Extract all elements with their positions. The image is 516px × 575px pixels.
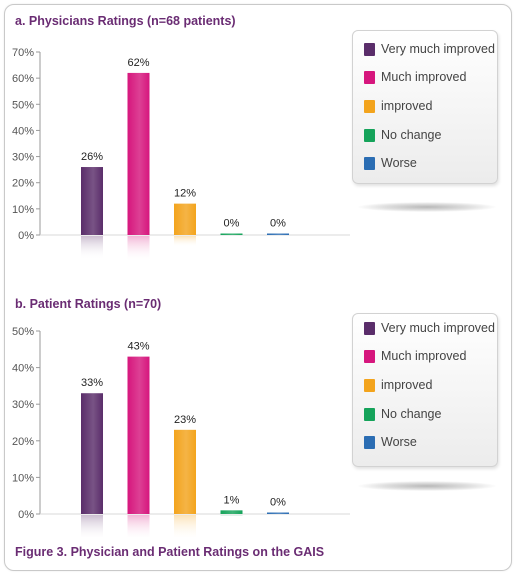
- bar-data-label: 23%: [174, 414, 196, 426]
- legend-label: Worse: [381, 156, 417, 170]
- y-tick-label: 50%: [12, 326, 34, 338]
- bar-data-label: 0%: [270, 218, 286, 230]
- bar-no-change: [220, 233, 243, 235]
- legend-label: Worse: [381, 435, 417, 449]
- bar-much-improved: [127, 72, 150, 235]
- bar-improved: [174, 203, 196, 235]
- bar-reflection: [174, 515, 196, 537]
- chart-b-title: b. Patient Ratings (n=70): [15, 297, 162, 311]
- chart-a-legend: Very much improved Much improved improve…: [352, 30, 498, 184]
- bar-worse: [267, 233, 289, 235]
- legend-label: Very much improved: [381, 42, 495, 56]
- bar-no-change: [220, 510, 243, 514]
- chart-a-title: a. Physicians Ratings (n=68 patients): [15, 14, 236, 28]
- legend-item-much-improved: Much improved: [364, 69, 466, 85]
- legend-swatch: [364, 156, 375, 170]
- bar-data-label: 12%: [174, 188, 196, 200]
- bar-data-label: 1%: [224, 494, 240, 506]
- bar-reflection: [174, 236, 196, 247]
- bar-reflection: [220, 515, 243, 517]
- bar-much-improved: [127, 356, 150, 514]
- y-tick-label: 0%: [18, 230, 34, 242]
- y-tick-label: 20%: [12, 436, 34, 448]
- bar-improved: [174, 429, 196, 514]
- y-tick-label: 70%: [12, 47, 34, 59]
- y-tick-label: 50%: [12, 99, 34, 111]
- chart-b: 0% 10% 20% 30% 40% 50% 33% 43% 23% 1% 0%: [12, 326, 350, 537]
- legend-item-worse: Worse: [364, 155, 417, 171]
- legend-swatch: [364, 407, 375, 421]
- bar-very-much-improved: [81, 167, 103, 235]
- figure-caption: Figure 3. Physician and Patient Ratings …: [15, 545, 325, 559]
- y-tick-label: 40%: [12, 125, 34, 137]
- legend-label: improved: [381, 99, 433, 113]
- legend-swatch: [364, 321, 375, 335]
- legend-item-improved: improved: [364, 98, 432, 114]
- bar-very-much-improved: [81, 393, 103, 514]
- legend-item-worse: Worse: [364, 434, 417, 450]
- bar-reflection: [127, 515, 150, 537]
- legend-label: Very much improved: [381, 321, 495, 335]
- legend-label: No change: [381, 128, 442, 142]
- chart-b-legend: Very much improved Much improved improve…: [352, 313, 498, 467]
- bar-data-label: 0%: [224, 218, 240, 230]
- legend-swatch: [364, 378, 375, 392]
- legend-item-no-change: No change: [364, 406, 441, 422]
- legend-item-much-improved: Much improved: [364, 348, 466, 364]
- y-tick-label: 0%: [18, 509, 34, 521]
- legend-label: Much improved: [381, 349, 467, 363]
- bar-data-label: 26%: [81, 151, 103, 163]
- legend-label: No change: [381, 407, 442, 421]
- legend-shadow: [358, 481, 496, 491]
- legend-item-improved: improved: [364, 377, 432, 393]
- chart-a: 0% 10% 20% 30% 40% 50% 60% 70% 26% 62% 12% 0% 0%: [12, 47, 350, 262]
- y-tick-label: 60%: [12, 73, 34, 85]
- bar-data-label: 62%: [127, 57, 149, 69]
- legend-item-very-much-improved: Very much improved: [364, 41, 495, 57]
- legend-swatch: [364, 349, 375, 363]
- bar-reflection: [81, 515, 103, 537]
- y-tick-label: 10%: [12, 472, 34, 484]
- legend-item-very-much-improved: Very much improved: [364, 320, 495, 336]
- legend-swatch: [364, 99, 375, 113]
- bar-reflection: [81, 236, 103, 260]
- legend-swatch: [364, 128, 375, 142]
- bar-worse: [267, 512, 289, 514]
- bar-data-label: 0%: [270, 497, 286, 509]
- legend-label: improved: [381, 378, 433, 392]
- legend-swatch: [364, 42, 375, 56]
- y-tick-label: 10%: [12, 204, 34, 216]
- legend-item-no-change: No change: [364, 127, 441, 143]
- bar-data-label: 33%: [81, 377, 103, 389]
- bar-data-label: 43%: [127, 341, 149, 353]
- y-tick-label: 30%: [12, 152, 34, 164]
- y-tick-label: 20%: [12, 178, 34, 190]
- legend-shadow: [358, 202, 496, 212]
- bar-reflection: [127, 236, 150, 262]
- legend-swatch: [364, 435, 375, 449]
- y-tick-label: 30%: [12, 399, 34, 411]
- legend-label: Much improved: [381, 70, 467, 84]
- legend-swatch: [364, 70, 375, 84]
- y-tick-label: 40%: [12, 363, 34, 375]
